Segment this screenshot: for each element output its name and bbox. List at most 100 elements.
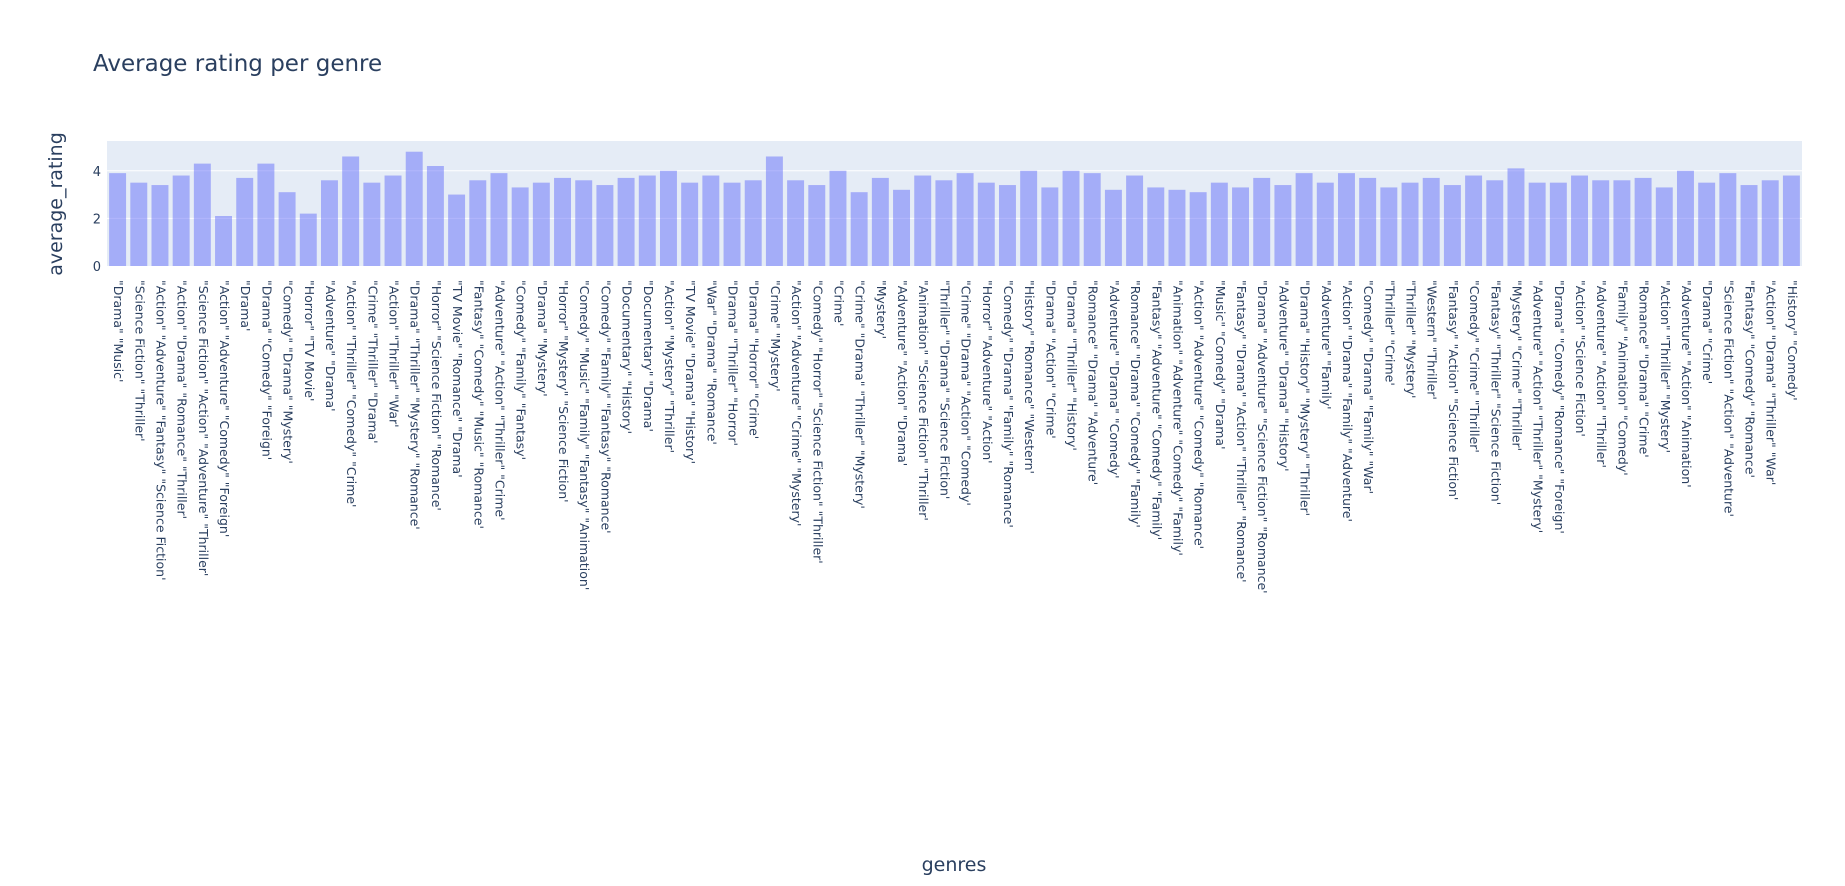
- bar: [1465, 175, 1483, 266]
- y-axis-ticks: 0 2 4: [93, 165, 101, 275]
- bar: [977, 182, 995, 266]
- y-tick-label: 2: [93, 212, 101, 227]
- x-tick-label: "Mystery" "Crime" "Thriller': [1509, 280, 1524, 451]
- x-tick-label: "Adventure" "Action" "Animation': [1679, 280, 1694, 488]
- x-tick-label: "Crime" "Mystery': [768, 280, 783, 392]
- bar: [1761, 180, 1779, 266]
- bar: [151, 185, 169, 266]
- bar: [554, 177, 572, 266]
- bar: [1380, 187, 1398, 266]
- x-tick-label: "Adventure" "Action" "Thriller" "Crime': [492, 280, 507, 521]
- bar: [109, 173, 127, 266]
- x-tick-label: "Western" "Thriller': [1425, 280, 1440, 400]
- bar: [1337, 173, 1355, 266]
- bar: [914, 175, 932, 266]
- bar: [1740, 185, 1758, 266]
- bar: [384, 175, 402, 266]
- x-tick-label: "Action" "Thriller" "Comedy" "Crime': [344, 280, 359, 507]
- x-tick-label: "Drama" "History" "Mystery" "Thriller': [1298, 280, 1313, 516]
- bar: [723, 182, 741, 266]
- x-tick-label: "Action" "Adventure" "Crime" "Mystery': [789, 280, 804, 526]
- x-tick-label: "Action" "Drama" "Family" "Adventure': [1340, 280, 1355, 522]
- x-tick-label: "Comedy" "Drama" "Family" "Romance': [1001, 280, 1016, 528]
- bars: [109, 151, 1800, 266]
- x-tick-label: "Science Fiction" "Action" "Adventure" "…: [196, 280, 211, 576]
- x-tick-label: "Animation" "Science Fiction" "Thriller': [916, 280, 931, 521]
- x-tick-label: "Drama" "Thriller" "Horror': [726, 280, 741, 446]
- x-tick-label: "Comedy" "Horror" "Science Fiction" "Thr…: [810, 280, 825, 564]
- x-tick-label: "Fantasy" "Thriller" "Science Fiction': [1488, 280, 1503, 505]
- x-tick-label: "Adventure" "Drama': [323, 280, 338, 412]
- x-tick-label: "Documentary" "History': [620, 280, 635, 434]
- bar: [1655, 187, 1673, 266]
- bar: [1613, 180, 1631, 266]
- x-tick-label: "TV Movie" "Drama" "History': [683, 280, 698, 464]
- bar: [405, 151, 423, 266]
- bar: [426, 166, 444, 266]
- x-tick-label: "Mystery': [874, 280, 889, 339]
- bar: [193, 163, 211, 266]
- bar: [596, 185, 614, 266]
- x-tick-label: "Comedy" "Music" "Family" "Fantasy" "Ani…: [577, 280, 592, 590]
- bar: [1316, 182, 1334, 266]
- x-tick-label: "Science Fiction" "Action" "Adventure': [1721, 280, 1736, 517]
- x-tick-label: "Fantasy" "Adventure" "Comedy" "Family': [1149, 280, 1164, 540]
- y-tick-label: 0: [93, 260, 101, 275]
- x-tick-label: "Adventure" "Action" "Thriller': [1594, 280, 1609, 468]
- x-tick-label: "History" "Comedy': [1785, 280, 1800, 401]
- x-tick-label: "War" "Drama" "Romance': [704, 280, 719, 445]
- x-tick-label: "Fantasy" "Comedy" "Music" "Romance': [471, 280, 486, 529]
- bar: [1592, 180, 1610, 266]
- x-tick-label: "Crime" "Drama" "Action" "Comedy': [959, 280, 974, 506]
- bar: [935, 180, 953, 266]
- x-tick-label: "Science Fiction" "Thriller': [132, 280, 147, 442]
- x-tick-label: "Crime" "Thriller" "Drama': [365, 280, 380, 444]
- bar: [1126, 175, 1144, 266]
- x-tick-label: "Action" "Adventure" "Fantasy" "Science …: [153, 280, 168, 581]
- x-tick-label: "Drama" "Horror" "Crime': [747, 280, 762, 439]
- bar: [532, 182, 550, 266]
- bar: [893, 189, 911, 266]
- bar: [1147, 187, 1165, 266]
- bar: [956, 173, 974, 266]
- x-tick-label: "Comedy" "Drama" "Family" "War': [1361, 280, 1376, 494]
- bar: [257, 163, 275, 266]
- x-tick-label: "Romance" "Drama" "Crime': [1637, 280, 1652, 458]
- bar: [1295, 173, 1313, 266]
- bar: [1232, 187, 1250, 266]
- bar: [1571, 175, 1589, 266]
- x-tick-label: "Horror" "Science Fiction" "Romance': [429, 280, 444, 511]
- bar: [1676, 170, 1694, 266]
- x-tick-label: "Fantasy" "Drama" "Action" "Thriller" "R…: [1234, 280, 1249, 583]
- x-tick-label: "Crime': [831, 280, 846, 326]
- bar: [448, 194, 466, 266]
- x-tick-label: "Horror" "Adventure" "Action': [980, 280, 995, 464]
- bar: [808, 185, 826, 266]
- x-tick-label: "Drama" "Thriller" "Mystery" "Romance': [408, 280, 423, 530]
- x-tick-label: "Drama" "Comedy" "Romance" "Foreign': [1552, 280, 1567, 534]
- bar: [787, 180, 805, 266]
- bar: [1507, 168, 1525, 266]
- bar: [638, 175, 656, 266]
- bar: [130, 182, 148, 266]
- bar: [490, 173, 508, 266]
- x-tick-label: "Drama" "Thriller" "History': [1065, 280, 1080, 451]
- x-tick-label: "Adventure" "Drama" "Comedy': [1107, 280, 1122, 479]
- bar: [363, 182, 381, 266]
- bar: [681, 182, 699, 266]
- x-tick-label: "Comedy" "Crime" "Thriller': [1467, 280, 1482, 453]
- bar: [765, 156, 783, 266]
- x-tick-label: "Comedy" "Family" "Fantasy': [514, 280, 529, 460]
- x-tick-label: "Drama" "Action" "Crime': [1043, 280, 1058, 439]
- bar: [172, 175, 190, 266]
- x-tick-label: "Fantasy" "Action" "Science Fiction': [1446, 280, 1461, 500]
- bar: [511, 187, 529, 266]
- bar: [1104, 189, 1122, 266]
- x-tick-label: "Action" "Drama" "Thriller" "War': [1764, 280, 1779, 485]
- bar: [702, 175, 720, 266]
- bar: [469, 180, 487, 266]
- bar: [850, 192, 868, 266]
- bar: [1634, 177, 1652, 266]
- bar: [829, 170, 847, 266]
